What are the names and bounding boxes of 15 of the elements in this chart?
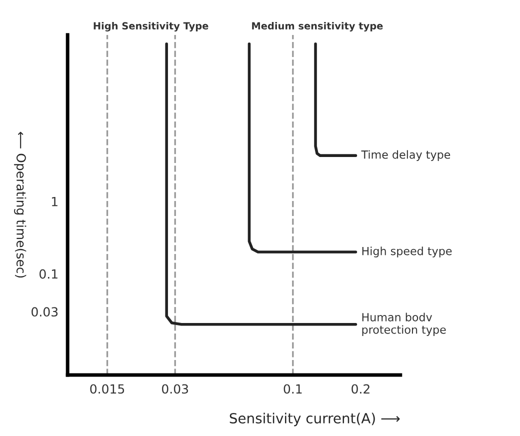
series-label: High speed type (362, 246, 452, 258)
x-tick-label: 0.1 (284, 384, 302, 394)
y-axis-title: ⟵ Operating time(sec) (14, 132, 26, 278)
series-label: Human bodv protection type (362, 312, 446, 336)
text: Medium sensitivity type (252, 22, 383, 32)
x-tick-label: 0.2 (352, 384, 370, 394)
x-tick-label: 0.015 (90, 384, 124, 394)
series-label: Time delay type (361, 150, 450, 161)
text: High Sensitivity Type (94, 22, 208, 32)
y-tick-label: 1 (52, 197, 58, 206)
x-tick-label: 0.03 (162, 384, 188, 394)
y-tick-label: 0.1 (40, 269, 58, 279)
line-series (314, 42, 358, 157)
x-axis-title: Sensitivity current(A) ⟶ (230, 412, 400, 426)
y-tick-label: 0.03 (32, 307, 58, 317)
